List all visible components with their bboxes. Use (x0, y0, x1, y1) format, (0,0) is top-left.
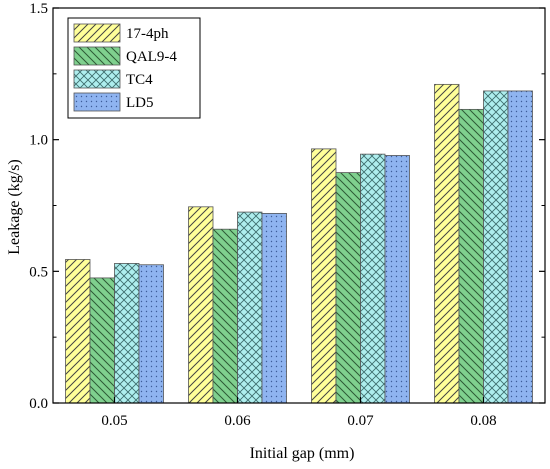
bars-layer (65, 83, 533, 404)
bar-qal9-4-0.06 (212, 228, 238, 404)
bar-ld5-0.06 (261, 212, 287, 404)
legend-label-ld5: LD5 (126, 95, 154, 111)
bar-qal9-4-0.05 (89, 277, 115, 404)
bar-tc4-0.05 (114, 263, 140, 404)
y-tick-label: 0.5 (29, 264, 48, 280)
bar-17-4ph-0.06 (188, 206, 214, 404)
bar-17-4ph-0.08 (434, 83, 460, 404)
bar-17-4ph-0.05 (65, 259, 91, 404)
x-tick-label: 0.05 (101, 413, 127, 429)
legend-label-qal9-4: QAL9-4 (126, 49, 177, 65)
y-axis-label: Leakage (kg/s) (6, 159, 23, 255)
legend: 17-4ph QAL9-4 TC4 LD5 (67, 17, 201, 119)
legend-swatch-ld5 (73, 92, 121, 112)
y-tick-label: 1.5 (29, 1, 48, 17)
legend-label-17-4ph: 17-4ph (126, 26, 169, 42)
legend-swatch-17-4ph (73, 23, 121, 43)
y-tick-label: 1.0 (29, 133, 48, 149)
bar-17-4ph-0.07 (311, 148, 337, 404)
bar-ld5-0.05 (138, 264, 164, 404)
bar-tc4-0.06 (237, 211, 263, 404)
bar-ld5-0.08 (507, 90, 533, 404)
y-tick-label: 0.0 (29, 396, 48, 412)
x-tick-label: 0.07 (347, 413, 374, 429)
bar-tc4-0.08 (483, 90, 509, 404)
x-axis-label: Initial gap (mm) (250, 445, 355, 462)
bar-tc4-0.07 (360, 153, 386, 404)
x-tick-label: 0.06 (224, 413, 251, 429)
labels-layer: Initial gap (mm) Leakage (kg/s) (6, 159, 354, 462)
axes-layer: 0.0 0.5 1.0 1.5 0.05 0.06 0.07 0.08 (29, 1, 546, 429)
legend-label-tc4: TC4 (126, 72, 153, 88)
x-tick-label: 0.08 (470, 413, 496, 429)
bar-qal9-4-0.08 (458, 108, 484, 404)
legend-swatch-tc4 (73, 69, 121, 89)
bar-qal9-4-0.07 (335, 172, 361, 404)
legend-swatch-qal9-4 (73, 46, 121, 66)
bar-ld5-0.07 (384, 155, 410, 404)
